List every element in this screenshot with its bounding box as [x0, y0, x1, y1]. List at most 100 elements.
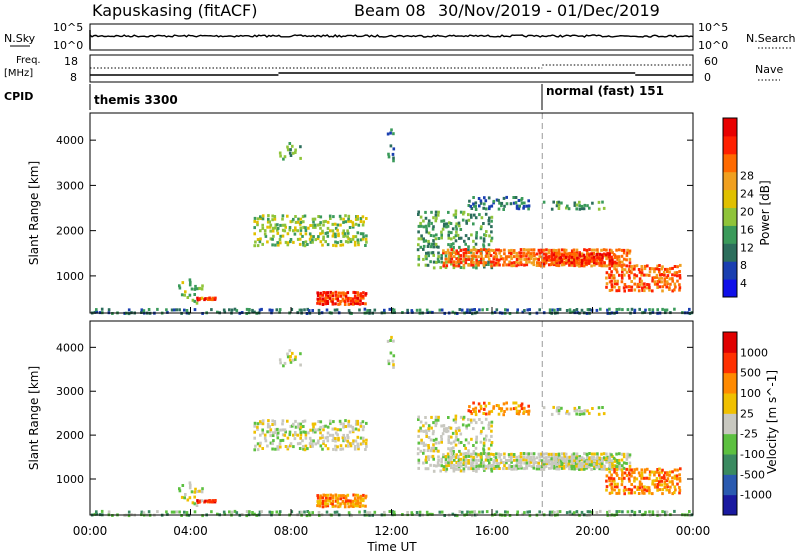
velocity-cell — [517, 412, 521, 416]
colorbar-tick-label: 100 — [740, 387, 761, 400]
velocity-cell — [312, 425, 315, 429]
velocity-cell — [513, 458, 516, 462]
power-cell — [452, 213, 456, 217]
velocity-cell — [659, 476, 662, 480]
velocity-cell — [434, 418, 438, 422]
velocity-cell — [678, 477, 682, 480]
power-cell — [431, 227, 435, 231]
velocity-cell — [607, 476, 611, 480]
x-tick-label: 20:00 — [575, 524, 610, 538]
velocity-cell — [676, 468, 679, 472]
power-cell — [547, 251, 551, 255]
power-cell — [626, 308, 630, 312]
velocity-cell — [478, 464, 481, 468]
velocity-cell — [468, 510, 472, 514]
power-cell — [467, 204, 471, 207]
velocity-cell — [637, 471, 641, 475]
velocity-cell — [662, 474, 666, 478]
power-cell — [477, 263, 480, 267]
velocity-cell — [342, 433, 345, 437]
velocity-cell — [525, 461, 529, 465]
power-cell — [289, 238, 293, 241]
velocity-cell — [621, 473, 624, 477]
power-cell — [489, 260, 493, 264]
velocity-cell — [346, 439, 349, 443]
velocity-cell — [563, 459, 566, 463]
colorbar-swatch — [723, 372, 737, 394]
power-cell — [578, 258, 581, 262]
power-cell — [528, 312, 532, 316]
velocity-cell — [458, 510, 462, 514]
velocity-cell — [261, 428, 264, 432]
power-cell — [542, 248, 546, 252]
power-cell — [336, 223, 340, 227]
velocity-cell — [279, 428, 282, 432]
power-cell — [277, 243, 280, 247]
velocity-cell — [286, 355, 290, 359]
power-cell — [301, 215, 305, 219]
power-cell — [417, 263, 420, 267]
velocity-cell — [357, 428, 361, 432]
velocity-cell — [557, 452, 561, 456]
velocity-cell — [289, 444, 292, 448]
power-cell — [292, 229, 295, 233]
power-cell — [342, 234, 345, 238]
power-cell — [299, 217, 303, 221]
velocity-cell — [508, 455, 511, 459]
velocity-cell — [620, 477, 624, 481]
power-cell — [515, 258, 519, 261]
power-cell — [450, 237, 453, 241]
velocity-cell — [613, 482, 617, 486]
power-cell — [347, 219, 350, 223]
velocity-cell — [568, 455, 572, 459]
power-cell — [271, 243, 274, 247]
power-cell — [342, 217, 345, 221]
power-cell — [555, 255, 558, 259]
velocity-cell — [266, 430, 269, 434]
velocity-cell — [643, 491, 646, 495]
power-cell — [298, 308, 302, 312]
power-cell — [495, 263, 499, 267]
power-cell — [422, 257, 425, 261]
velocity-cell — [432, 469, 436, 473]
power-cell — [588, 248, 591, 252]
power-cell — [674, 285, 677, 289]
power-cell — [449, 245, 452, 249]
power-cell — [444, 251, 448, 255]
velocity-cell — [465, 426, 468, 430]
velocity-cell — [457, 426, 461, 430]
velocity-cell — [658, 488, 662, 492]
power-cell — [547, 248, 551, 252]
power-cell — [351, 221, 355, 225]
power-cell — [349, 240, 353, 244]
power-cell — [313, 217, 317, 221]
power-cell — [338, 302, 342, 306]
power-cell — [655, 273, 659, 277]
velocity-cell — [467, 459, 470, 462]
power-cell — [427, 222, 430, 226]
velocity-cell — [253, 512, 256, 516]
power-cell — [603, 252, 606, 256]
velocity-cell — [452, 446, 455, 450]
velocity-cell — [588, 457, 591, 461]
velocity-cell — [472, 401, 475, 405]
velocity-cell — [671, 480, 674, 484]
velocity-cell — [673, 491, 676, 495]
power-cell — [502, 257, 505, 261]
velocity-cell — [633, 476, 636, 480]
power-cell — [304, 229, 308, 232]
power-cell — [194, 284, 197, 288]
power-cell — [286, 214, 289, 218]
power-cell — [497, 261, 500, 265]
velocity-cell — [339, 497, 343, 501]
velocity-cell — [487, 401, 491, 405]
velocity-cell — [319, 425, 322, 429]
velocity-cell — [484, 466, 488, 470]
power-cell — [600, 248, 603, 252]
velocity-cell — [469, 454, 473, 458]
power-cell — [437, 210, 440, 214]
power-cell — [482, 257, 485, 261]
velocity-cell — [518, 455, 521, 459]
power-cell — [178, 308, 181, 312]
power-cell — [622, 251, 626, 255]
